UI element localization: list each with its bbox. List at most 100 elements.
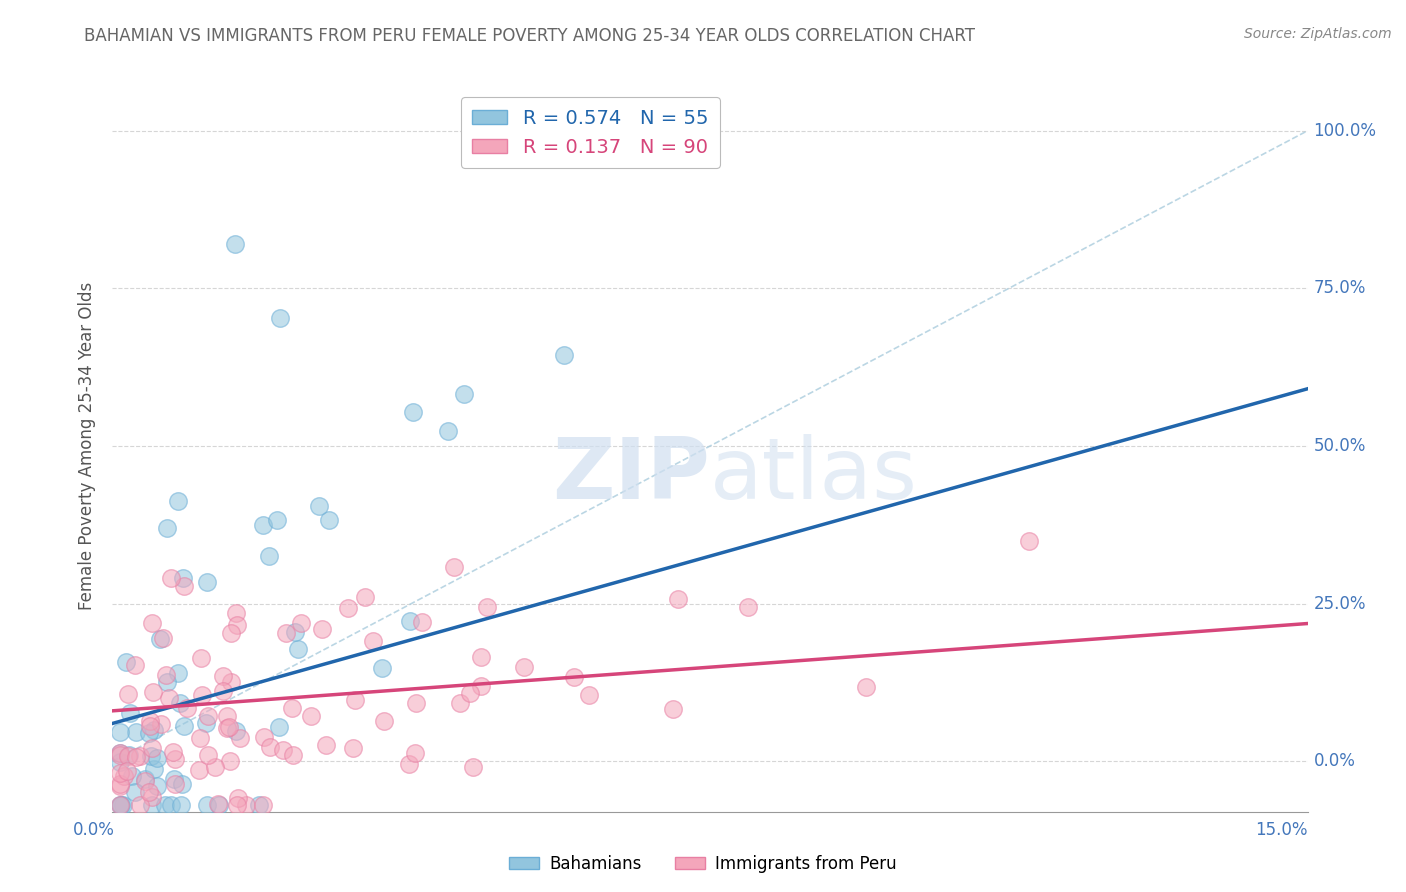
Point xyxy=(139,714,162,728)
Point xyxy=(449,696,471,710)
Point xyxy=(110,755,132,769)
Point xyxy=(252,798,274,813)
Point xyxy=(437,424,460,438)
Point xyxy=(553,348,575,362)
Point xyxy=(411,615,433,629)
Point xyxy=(165,752,187,766)
Point xyxy=(172,571,194,585)
Point xyxy=(145,779,167,793)
Point xyxy=(224,237,246,252)
Point xyxy=(188,731,211,745)
Text: 0.0%: 0.0% xyxy=(73,822,114,839)
Point xyxy=(315,738,337,752)
Point xyxy=(117,687,139,701)
Point xyxy=(253,730,276,744)
Point xyxy=(112,769,135,783)
Point xyxy=(176,700,198,714)
Y-axis label: Female Poverty Among 25-34 Year Olds: Female Poverty Among 25-34 Year Olds xyxy=(77,282,96,610)
Legend: Bahamians, Immigrants from Peru: Bahamians, Immigrants from Peru xyxy=(503,848,903,880)
Point xyxy=(115,655,138,669)
Point xyxy=(153,798,176,813)
Point xyxy=(267,720,290,734)
Point xyxy=(142,684,165,698)
Point xyxy=(117,748,139,763)
Point xyxy=(197,747,219,762)
Point xyxy=(190,651,212,665)
Point xyxy=(266,513,288,527)
Point xyxy=(373,714,395,728)
Point xyxy=(225,606,247,620)
Point xyxy=(269,311,291,326)
Point xyxy=(290,616,312,631)
Point xyxy=(287,642,309,657)
Point xyxy=(194,716,217,731)
Point xyxy=(188,764,211,778)
Point xyxy=(443,560,465,574)
Point xyxy=(855,681,877,695)
Text: 100.0%: 100.0% xyxy=(1313,121,1376,140)
Point xyxy=(215,708,238,723)
Point xyxy=(110,746,132,760)
Point xyxy=(128,798,150,813)
Point xyxy=(110,746,132,760)
Point xyxy=(197,708,219,723)
Point xyxy=(112,798,135,813)
Text: BAHAMIAN VS IMMIGRANTS FROM PERU FEMALE POVERTY AMONG 25-34 YEAR OLDS CORRELATIO: BAHAMIAN VS IMMIGRANTS FROM PERU FEMALE … xyxy=(84,27,976,45)
Point xyxy=(212,669,235,683)
Point xyxy=(276,625,298,640)
Legend: R = 0.574   N = 55, R = 0.137   N = 90: R = 0.574 N = 55, R = 0.137 N = 90 xyxy=(461,97,720,169)
Point xyxy=(271,742,294,756)
Text: 50.0%: 50.0% xyxy=(1313,437,1367,455)
Text: atlas: atlas xyxy=(710,434,918,516)
Point xyxy=(167,494,190,508)
Point xyxy=(149,632,172,647)
Text: 75.0%: 75.0% xyxy=(1313,279,1367,297)
Point xyxy=(156,674,179,689)
Point xyxy=(125,750,148,764)
Point xyxy=(204,760,226,774)
Point xyxy=(167,665,190,680)
Point xyxy=(215,721,238,735)
Point xyxy=(281,700,304,714)
Point xyxy=(737,599,759,614)
Point xyxy=(562,670,585,684)
Point xyxy=(229,731,252,745)
Point xyxy=(453,387,475,401)
Point xyxy=(118,747,141,762)
Point xyxy=(152,631,174,645)
Point xyxy=(155,520,177,534)
Point xyxy=(402,405,425,419)
Point xyxy=(284,625,307,640)
Point xyxy=(143,762,166,776)
Point xyxy=(207,798,229,813)
Point xyxy=(207,797,229,812)
Point xyxy=(398,756,420,771)
Point xyxy=(124,657,146,672)
Point xyxy=(162,772,184,786)
Point xyxy=(120,706,142,720)
Point xyxy=(470,679,492,693)
Point xyxy=(138,725,160,739)
Point xyxy=(470,650,492,665)
Point xyxy=(195,798,218,813)
Point xyxy=(513,660,536,674)
Point xyxy=(110,724,132,739)
Point xyxy=(218,720,240,734)
Point xyxy=(134,772,156,786)
Point xyxy=(169,696,191,710)
Point xyxy=(370,661,392,675)
Point xyxy=(661,701,683,715)
Point xyxy=(477,599,499,614)
Point xyxy=(226,618,249,632)
Point xyxy=(141,790,163,805)
Point xyxy=(149,717,172,731)
Point xyxy=(159,798,181,813)
Point xyxy=(172,777,194,791)
Point xyxy=(110,780,132,794)
Point xyxy=(162,745,184,759)
Point xyxy=(1018,533,1040,548)
Point xyxy=(211,683,233,698)
Point xyxy=(252,517,274,532)
Point xyxy=(399,614,422,628)
Point xyxy=(146,751,169,765)
